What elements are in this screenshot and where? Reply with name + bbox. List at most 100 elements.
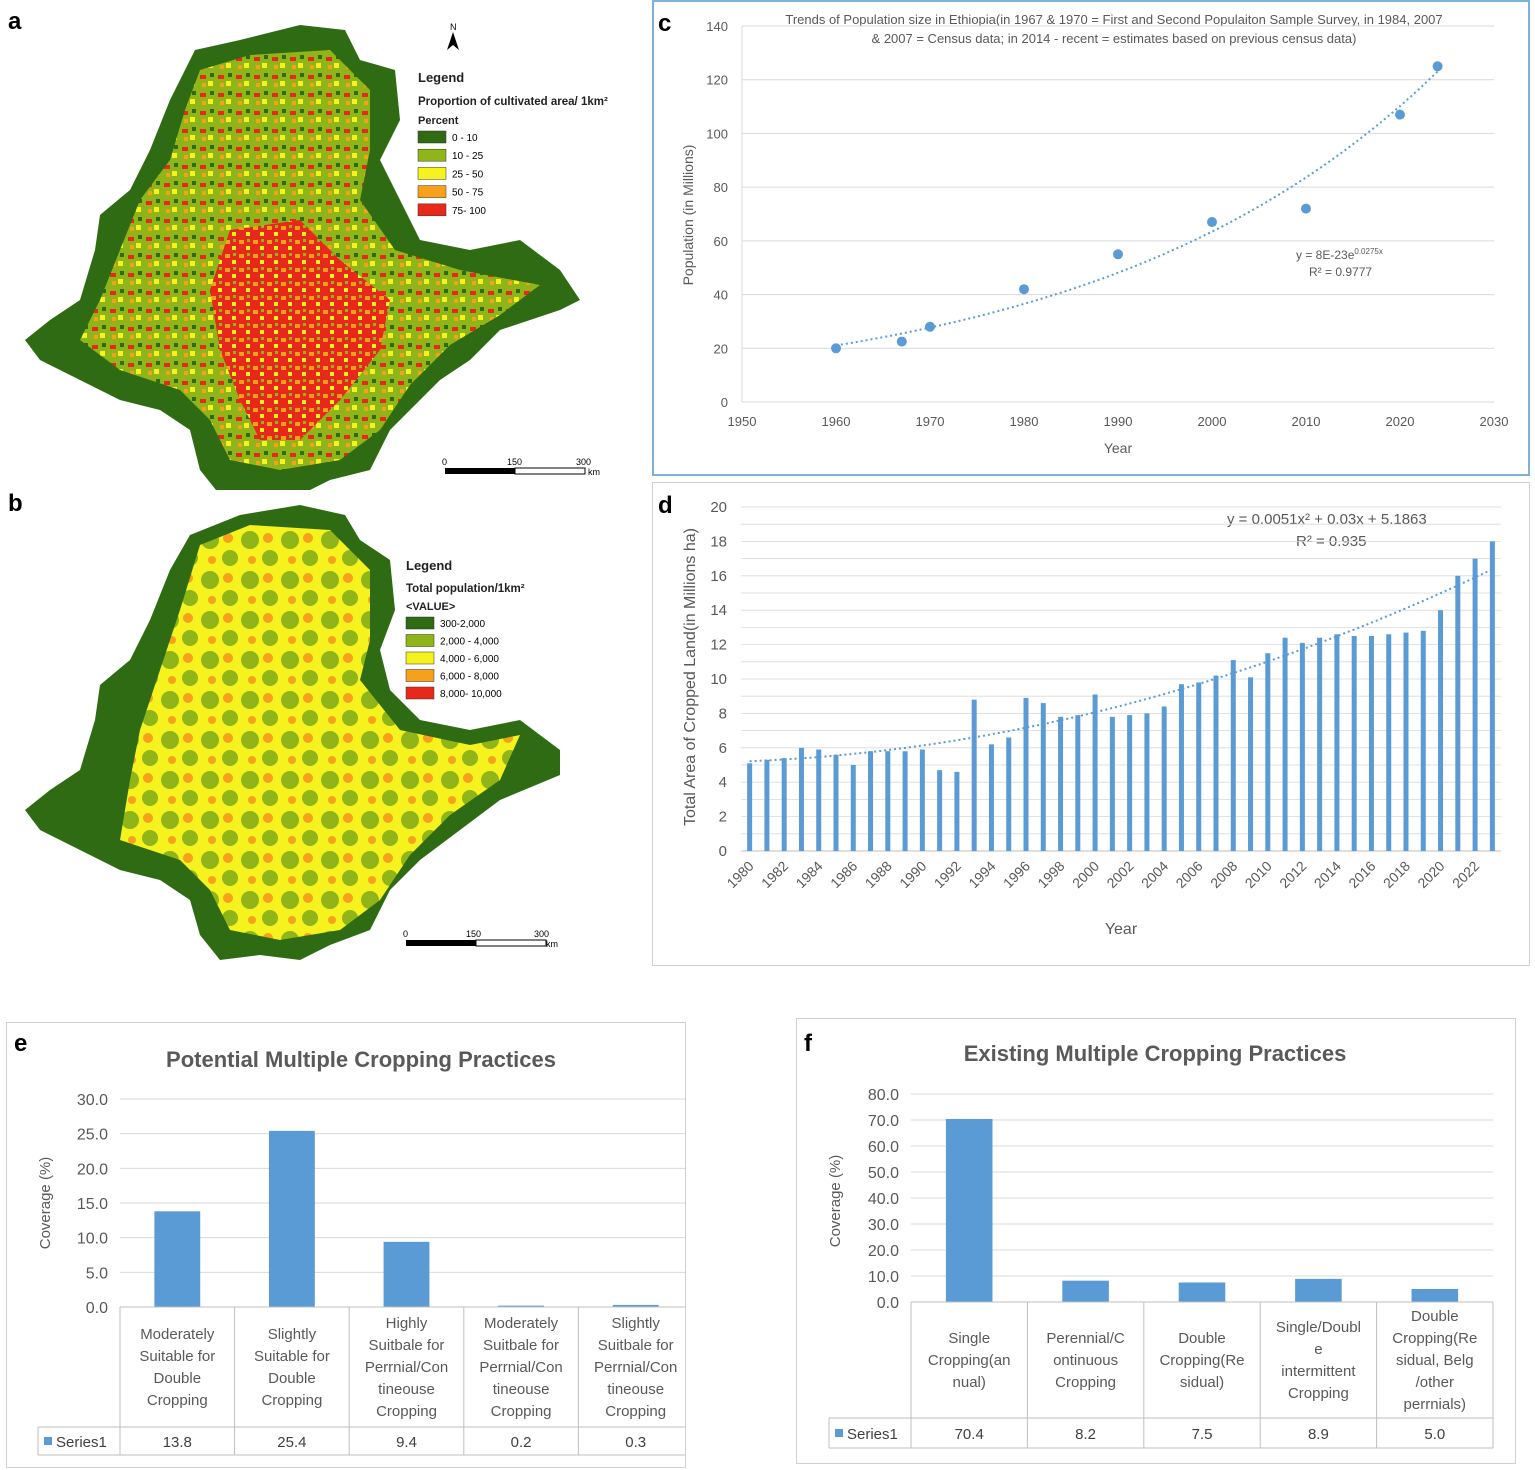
chart-d-bar-2016 (1368, 636, 1374, 851)
chart-d-ytick-5: 10 (710, 671, 727, 688)
chart-e-bar-2 (383, 1241, 430, 1307)
panel-label-d: d (658, 492, 673, 519)
chart-d-bar-2021 (1455, 575, 1461, 851)
scale-label-b-150: 150 (466, 929, 481, 939)
chart-e-bar-0 (154, 1211, 201, 1307)
chart-f-bar-1 (1062, 1280, 1109, 1302)
scale-bar-a: 0 150 300 km (442, 457, 600, 477)
scale-label-a-300: 300 (576, 457, 591, 467)
chart-e-bar-4 (612, 1304, 659, 1307)
chart-d-bar-1988 (885, 751, 891, 851)
chart-d-bar-2012 (1299, 642, 1305, 851)
chart-d-bar-1981 (764, 759, 770, 851)
chart-d-bar-1982 (781, 758, 787, 851)
chart-c-point-3 (1019, 284, 1029, 295)
chart-f-ytick-7: 70.0 (868, 1113, 899, 1130)
chart-d-ytick-10: 20 (710, 499, 727, 516)
chart-d-ytick-4: 8 (719, 705, 727, 722)
legend-b-label-1: 2,000 - 4,000 (440, 637, 499, 648)
chart-d-bar-1993 (971, 699, 977, 851)
chart-e-bar-3 (498, 1305, 545, 1307)
scale-bar-b: 0 150 300 km (403, 929, 558, 949)
chart-e-ytick-3: 15.0 (77, 1196, 108, 1213)
legend-unit-b: <VALUE> (406, 601, 455, 613)
chart-d-bar-2003 (1144, 713, 1150, 851)
chart-f-legend-key (835, 1429, 843, 1437)
chart-d-bar-1987 (868, 751, 874, 851)
chart-c-ytick-1: 20 (714, 341, 728, 356)
chart-d-xtick-1984: 1984 (792, 858, 825, 891)
chart-d-xlabel: Year (1105, 921, 1138, 938)
chart-c-title-line1: Trends of Population size in Ethiopia(in… (785, 12, 1442, 27)
chart-d-bar-1983 (798, 747, 804, 851)
chart-d-xtick-2008: 2008 (1207, 858, 1240, 891)
chart-e-value-3: 0.2 (511, 1434, 532, 1451)
chart-c-trendline (835, 70, 1439, 347)
chart-f-ytick-2: 20.0 (868, 1243, 899, 1260)
chart-d-bar-1980 (747, 763, 753, 851)
chart-d-bar-2014 (1334, 634, 1340, 851)
chart-d-xtick-2010: 2010 (1242, 858, 1275, 891)
chart-d-bar-2006 (1196, 682, 1202, 851)
chart-e-ytick-2: 10.0 (77, 1231, 108, 1248)
chart-f-ylabel: Coverage (%) (827, 1155, 844, 1248)
chart-d-ytick-8: 16 (710, 568, 727, 585)
chart-d-xtick-1992: 1992 (931, 858, 964, 891)
chart-f-ytick-4: 40.0 (868, 1191, 899, 1208)
chart-d-ytick-6: 12 (710, 637, 727, 654)
legend-b-swatch-3 (405, 669, 435, 682)
chart-e-ytick-1: 5.0 (86, 1265, 108, 1282)
legend-a-swatch-2 (417, 167, 447, 180)
chart-c-point-0 (831, 343, 841, 354)
chart-f-category-4: Double Cropping(Re sidual, Belg/other perrn… (1392, 1308, 1477, 1413)
panel-label-f: f (804, 1030, 812, 1057)
chart-c-xtick-5: 2000 (1198, 414, 1227, 429)
cropped-land-chart: Year Total Area of Cropped Land(in Milli… (652, 482, 1530, 966)
chart-f-ytick-1: 10.0 (868, 1269, 899, 1286)
scale-label-b-0: 0 (403, 929, 408, 939)
chart-e-category-2: Highly Suitbale for Perrnial/Con tineouse Cr… (365, 1315, 448, 1420)
chart-d-xtick-2006: 2006 (1172, 858, 1205, 891)
chart-f-bar-4 (1411, 1289, 1459, 1302)
chart-c-equation: y = 8E-23e0.0275x (1296, 247, 1383, 262)
chart-d-bar-2023 (1489, 541, 1495, 851)
chart-e-series-name: Series1 (56, 1434, 107, 1451)
chart-c-r2: R² = 0.9777 (1309, 265, 1372, 279)
chart-d-xtick-1996: 1996 (1000, 858, 1033, 891)
scale-label-a-150: 150 (507, 457, 522, 467)
chart-d-bar-2008 (1230, 660, 1236, 851)
chart-d-ylabel: Total Area of Cropped Land(in Millions h… (682, 528, 699, 826)
chart-c-point-8 (1432, 61, 1443, 72)
legend-title-b: Legend (406, 558, 452, 573)
chart-d-xtick-1982: 1982 (758, 858, 791, 891)
chart-c-xtick-4: 1990 (1104, 414, 1133, 429)
chart-c-xtick-3: 1980 (1010, 414, 1039, 429)
chart-d-xtick-1986: 1986 (827, 858, 860, 891)
chart-d-trendline (749, 568, 1493, 763)
population-trend-chart: Trends of Population size in Ethiopia(in… (652, 0, 1530, 476)
chart-d-xtick-1980: 1980 (723, 858, 756, 891)
chart-f-value-0: 70.4 (955, 1426, 984, 1443)
north-arrow-a: N (450, 22, 457, 32)
chart-d-bar-2018 (1403, 632, 1409, 851)
chart-d-bar-2013 (1317, 637, 1323, 851)
chart-f-value-4: 5.0 (1424, 1426, 1445, 1443)
chart-d-bar-2019 (1420, 630, 1426, 851)
chart-f-bar-2 (1178, 1282, 1226, 1302)
chart-d-xtick-1988: 1988 (862, 858, 895, 891)
chart-d-bar-1986 (850, 765, 856, 851)
potential-cropping-chart: Potential Multiple Cropping Practices Co… (6, 1022, 686, 1468)
chart-d-bar-1992 (954, 771, 960, 851)
chart-e-category-4: Slightly Suitbale for Perrnial/Con tineouse… (594, 1315, 677, 1420)
chart-c-point-5 (1207, 217, 1217, 228)
legend-subtitle-b: Total population/1km² (406, 583, 525, 595)
chart-d-bar-1991 (937, 770, 943, 851)
chart-d-bar-2004 (1161, 706, 1167, 851)
chart-c-ytick-5: 100 (706, 126, 728, 141)
chart-c-point-1 (896, 336, 907, 347)
chart-d-xtick-2014: 2014 (1311, 858, 1344, 891)
chart-d-equation: y = 0.0051x² + 0.03x + 5.1863 (1227, 511, 1427, 528)
chart-d-bar-1996 (1023, 697, 1029, 851)
legend-b-label-0: 300-2,000 (440, 619, 485, 630)
legend-b-label-3: 6,000 - 8,000 (440, 672, 499, 683)
